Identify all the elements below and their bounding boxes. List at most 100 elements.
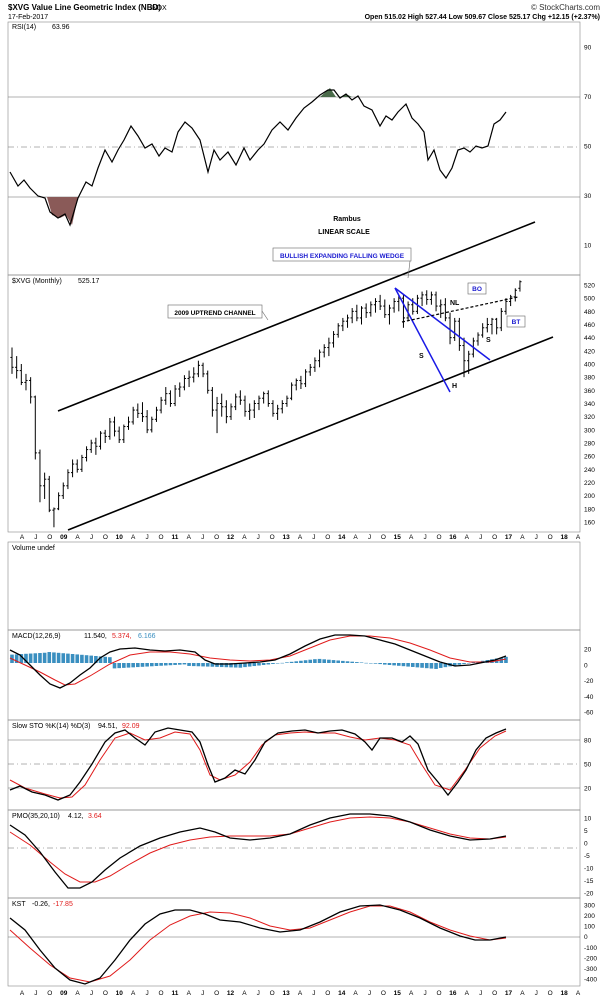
pmo-line	[9, 813, 507, 889]
bo-label: BO	[472, 286, 482, 293]
wedge-upper-line	[394, 287, 491, 361]
head-label: H	[452, 383, 457, 390]
price-bar	[262, 391, 266, 404]
macd-hist-bar	[238, 663, 243, 668]
x-axis-label: A	[75, 990, 80, 997]
x-axis-label: J	[479, 534, 482, 541]
price-bar	[476, 332, 480, 346]
price-bar	[317, 349, 322, 368]
price-tick-label: 440	[584, 335, 595, 342]
price-bar	[248, 403, 252, 420]
macd-hist-bar	[219, 663, 224, 668]
price-bar	[80, 454, 84, 472]
rsi-value: 63.96	[52, 24, 70, 31]
price-bar	[378, 294, 382, 311]
macd-hist-bar	[252, 663, 257, 667]
macd-tick-label: -60	[584, 710, 594, 717]
price-bar	[336, 323, 340, 338]
macd-hist-bar	[406, 663, 410, 667]
bo-box	[467, 282, 487, 295]
macd-hist-bar	[462, 663, 466, 664]
pmo-signal-line	[9, 816, 507, 883]
macd-hist-bar	[271, 663, 275, 664]
price-bar	[98, 431, 103, 450]
macd-hist-bar	[452, 663, 457, 666]
x-axis-label: 14	[338, 990, 346, 997]
macd-hist-bar	[420, 663, 424, 668]
x-axis-label: 12	[227, 990, 235, 997]
kst-panel-frame	[7, 897, 581, 987]
macd-hist-bar	[215, 663, 219, 667]
exchange-label: INDX	[150, 5, 167, 12]
macd-hist-bar	[28, 653, 33, 663]
macd-hist-bar	[140, 663, 145, 667]
price-bar	[513, 288, 517, 302]
wedge-label-pointer	[407, 260, 411, 279]
macd-hist-bar	[108, 657, 112, 663]
x-axis-label: A	[242, 534, 247, 541]
price-bar	[243, 395, 247, 417]
macd-hist-bar	[327, 659, 331, 663]
price-bar	[206, 370, 210, 394]
x-axis-label: J	[423, 990, 426, 997]
x-axis-label: O	[270, 534, 275, 541]
price-ticks: 520 500 480 460 440 420 400 380 360 340 320 300 280 2…	[584, 283, 595, 527]
x-axis-label: J	[312, 990, 315, 997]
macd-hist-bar	[233, 663, 238, 668]
wedge-label-box	[272, 247, 412, 262]
kst-tick-label: -100	[584, 945, 597, 952]
kst-panel: KST -0.26, -17.85 300 200 100 0 -100 -200 -300…	[7, 897, 597, 987]
price-bar	[136, 403, 140, 418]
macd-hist-bar	[52, 652, 56, 663]
bt-label: BT	[512, 319, 521, 326]
price-bar	[229, 403, 233, 420]
price-bar	[33, 395, 37, 460]
price-bar	[238, 390, 242, 405]
x-axis-label: J	[145, 990, 148, 997]
x-axis-label: A	[20, 990, 25, 997]
price-bar	[518, 280, 522, 292]
price-tick-label: 220	[584, 480, 595, 487]
pmo-panel: PMO(35,20,10) 4.12, 3.64 10 5 0 -5 -10 -15 -20	[7, 809, 594, 899]
x-axis-label: O	[214, 534, 219, 541]
price-bar	[303, 369, 308, 388]
macd-hist-bar	[336, 660, 340, 663]
macd-hist-bar	[457, 663, 462, 665]
price-bar	[387, 304, 392, 325]
price-bar	[61, 482, 65, 499]
macd-hist-bar	[387, 663, 392, 665]
left-shoulder-label: S	[419, 353, 424, 360]
price-bar	[271, 400, 275, 417]
kst-signal-line	[9, 905, 507, 983]
channel-label: 2009 UPTREND CHANNEL	[174, 310, 255, 317]
wedge-label: BULLISH EXPANDING FALLING WEDGE	[280, 253, 405, 260]
price-bar	[285, 395, 289, 407]
macd-hist-bar	[429, 663, 434, 669]
x-axis-label: 10	[116, 990, 124, 997]
kst-line	[9, 904, 507, 985]
price-bar	[131, 406, 135, 425]
pmo-label: PMO(35,20,10)	[12, 813, 60, 820]
price-bar	[112, 416, 117, 437]
macd-hist-bar	[201, 663, 205, 667]
x-axis-label: 11	[171, 534, 178, 541]
macd-hist-bar	[14, 654, 19, 663]
price-bar	[196, 360, 200, 378]
price-bar	[29, 377, 33, 404]
price-tick-label: 260	[584, 454, 595, 461]
macd-hist-bar	[19, 654, 24, 663]
x-axis-label: O	[548, 534, 553, 541]
sto-k-line	[9, 727, 507, 801]
x-axis-label: J	[535, 534, 538, 541]
price-bar	[290, 382, 294, 401]
x-axis-label: 13	[282, 534, 290, 541]
macd-hist-bar	[66, 653, 70, 663]
price-tick-label: 300	[584, 427, 595, 434]
x-axis-label: A	[75, 534, 80, 541]
sto-label: Slow STO %K(14) %D(3)	[12, 723, 90, 730]
price-bar	[57, 492, 61, 511]
macd-tick-label: -20	[584, 678, 594, 685]
price-bar	[182, 375, 187, 391]
x-axis-label: 18	[560, 534, 568, 541]
x-axis-label: J	[257, 990, 260, 997]
